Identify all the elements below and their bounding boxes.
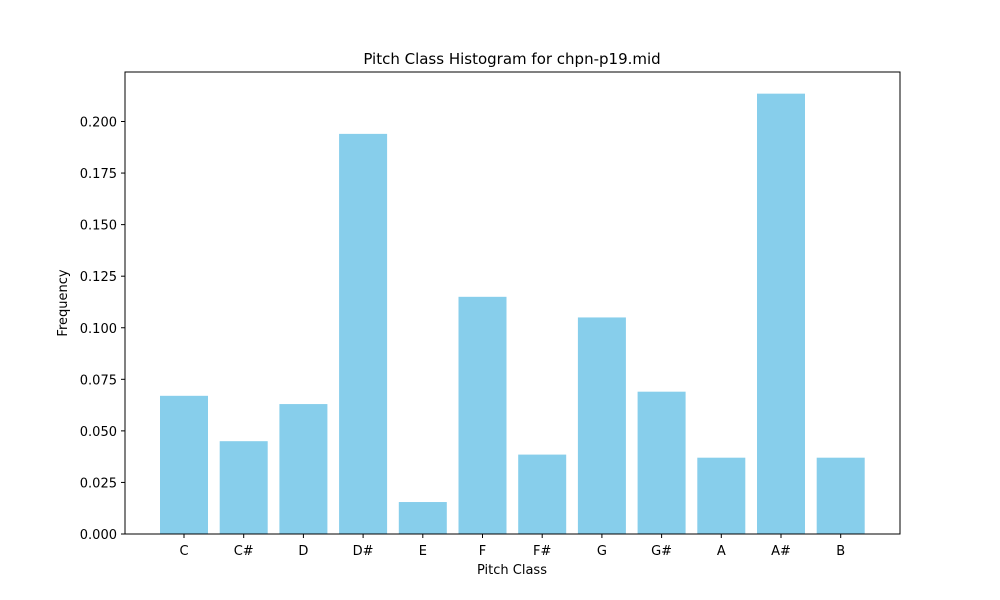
bar-d <box>279 404 328 534</box>
y-tick-label: 0.125 <box>80 270 117 285</box>
plot-frame <box>124 71 901 535</box>
bar-f <box>458 296 507 534</box>
x-tick-label: A <box>717 544 726 559</box>
x-axis-label: Pitch Class <box>477 563 547 578</box>
chart-title: Pitch Class Histogram for chpn-p19.mid <box>363 50 660 68</box>
bars-group <box>160 93 865 534</box>
y-tick-label: 0.075 <box>80 373 117 388</box>
x-tick-label: F# <box>533 544 551 559</box>
x-axis: C C# D D# E F F# G G# A A# B <box>179 534 845 559</box>
x-tick-label: C# <box>234 544 254 559</box>
x-tick-label: D# <box>353 544 374 559</box>
y-tick-label: 0.175 <box>80 167 117 182</box>
bar-a-sharp <box>757 93 805 534</box>
bar-f-sharp <box>518 454 567 534</box>
x-tick-label: B <box>836 544 845 559</box>
x-tick-label: G# <box>651 544 672 559</box>
bar-a <box>697 457 746 534</box>
y-tick-label: 0.150 <box>80 219 117 234</box>
y-tick-label: 0.100 <box>80 322 117 337</box>
x-tick-label: E <box>419 544 427 559</box>
x-tick-label: C <box>179 544 188 559</box>
bar-g <box>577 317 626 534</box>
bar-c <box>160 395 208 534</box>
bar-d-sharp <box>339 133 388 534</box>
x-tick-label: D <box>298 544 308 559</box>
bar-c-sharp <box>219 441 268 534</box>
y-axis: 0.000 0.025 0.050 0.075 0.100 0.125 0.150 0.175… <box>80 116 125 543</box>
x-tick-label: A# <box>771 544 791 559</box>
y-axis-label: Frequency <box>56 269 71 336</box>
x-tick-label: G <box>597 544 607 559</box>
bar-g-sharp <box>637 391 686 534</box>
bar-e <box>398 502 447 534</box>
y-tick-label: 0.200 <box>80 116 117 131</box>
bar-b <box>816 457 865 534</box>
x-tick-label: F <box>479 544 486 559</box>
y-tick-label: 0.025 <box>80 476 117 491</box>
y-tick-label: 0.000 <box>80 528 117 543</box>
y-tick-label: 0.050 <box>80 425 117 440</box>
